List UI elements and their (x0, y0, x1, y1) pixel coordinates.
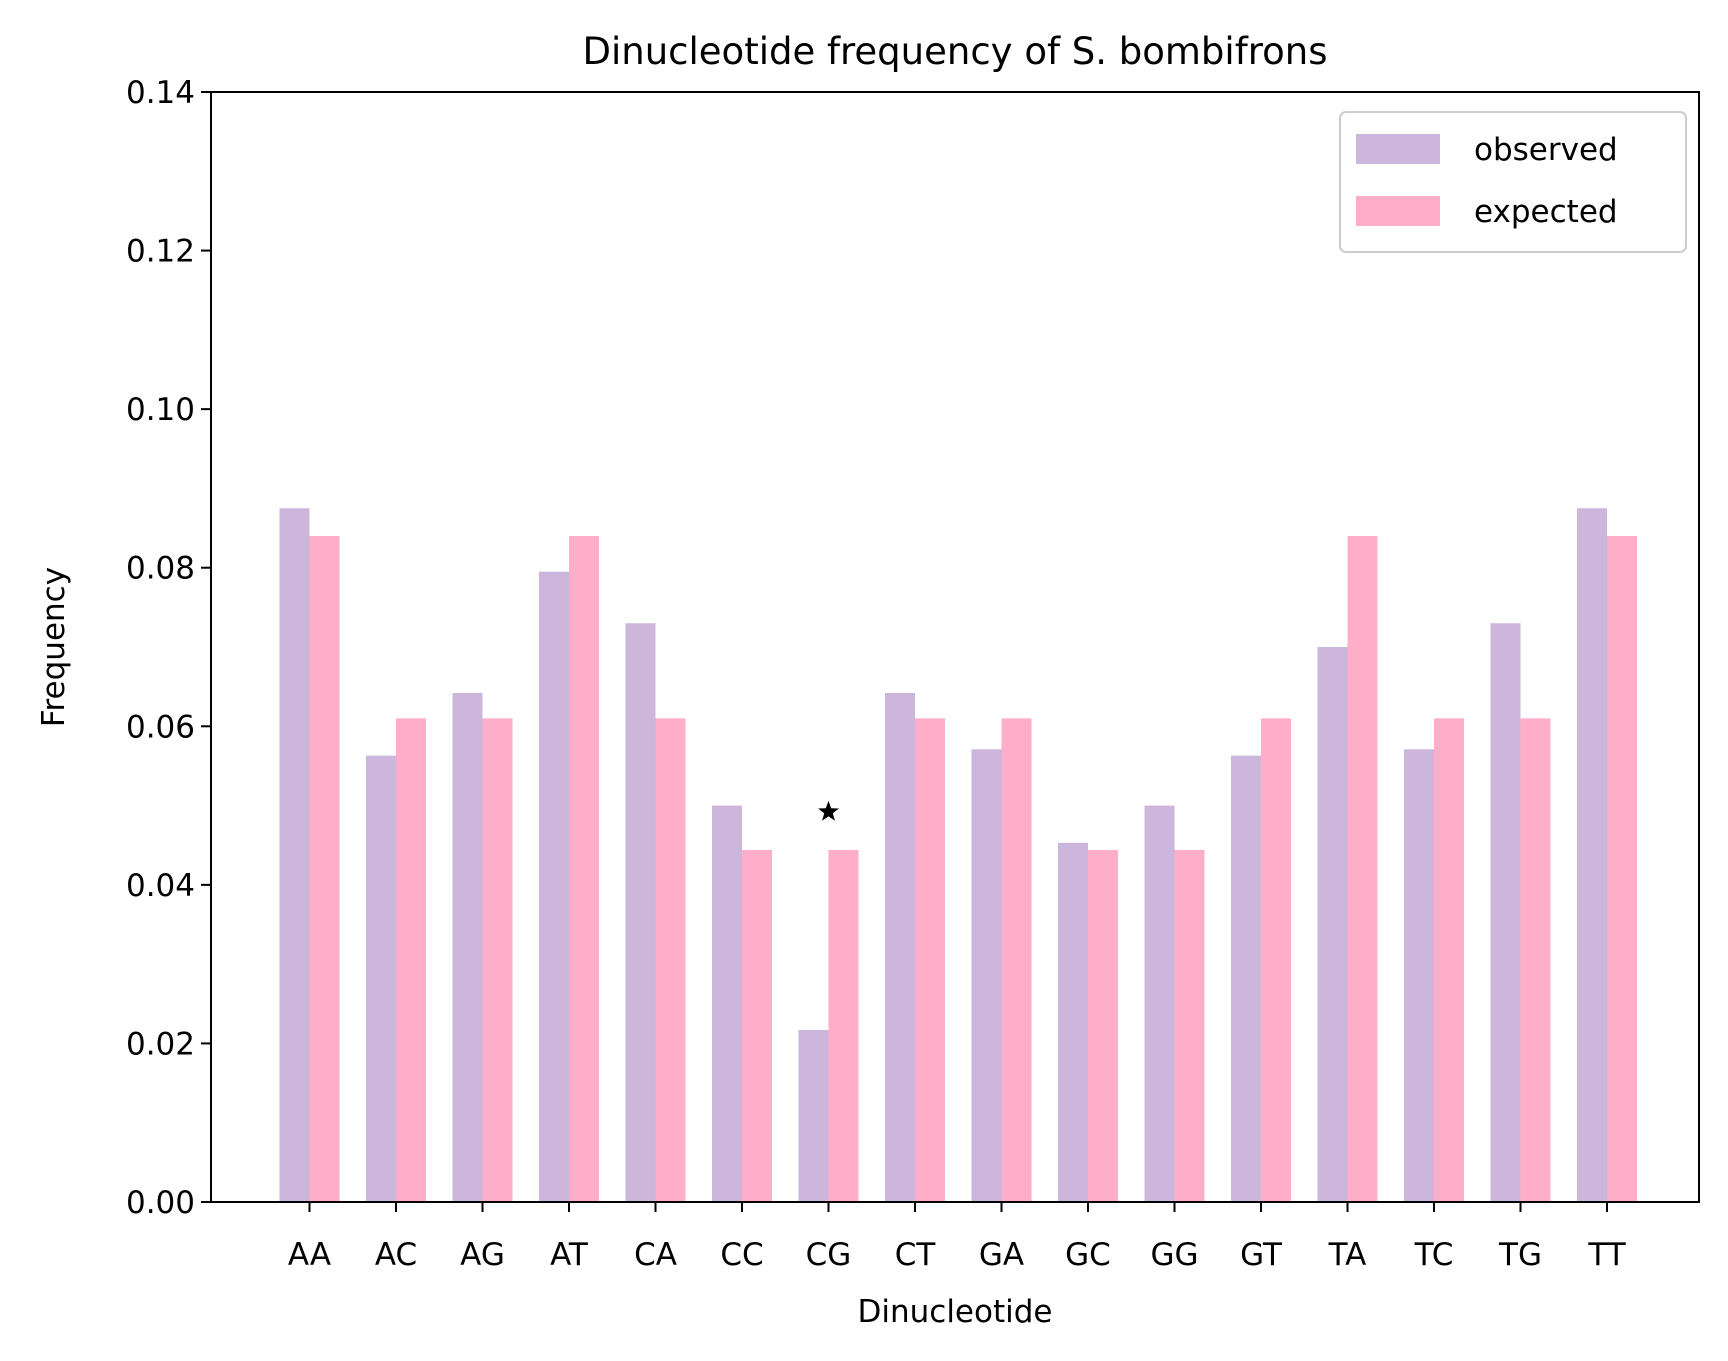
star-marker-cg (818, 800, 839, 821)
x-tick-label: AT (550, 1237, 589, 1273)
bar-observed-ta (1317, 647, 1348, 1202)
bar-observed-ca (625, 623, 656, 1202)
y-axis: 0.00 0.02 0.04 0.06 0.08 0.10 0.12 0.14 (126, 75, 211, 1221)
x-tick-label: GT (1240, 1237, 1283, 1273)
x-tick-label: TG (1498, 1237, 1542, 1273)
x-tick-label: TA (1328, 1237, 1367, 1273)
bar-expected-cg (828, 849, 859, 1202)
bar-observed-tt (1577, 508, 1607, 1202)
bar-expected-aa (309, 536, 340, 1202)
x-tick-label: CC (720, 1237, 763, 1273)
y-axis-label: Frequency (36, 567, 72, 727)
bar-observed-ga (971, 749, 1002, 1202)
legend-swatch-expected (1356, 196, 1440, 226)
x-axis-label: Dinucleotide (858, 1294, 1053, 1330)
bar-expected-tc (1434, 718, 1464, 1202)
y-tick-label: 0.02 (126, 1026, 195, 1062)
chart-title: Dinucleotide frequency of S. bombifrons (583, 30, 1328, 73)
bar-expected-ca (655, 718, 686, 1202)
bar-expected-gg (1174, 849, 1205, 1202)
bar-expected-gc (1088, 849, 1118, 1202)
bar-observed-gc (1058, 842, 1088, 1202)
bar-observed-ac (366, 755, 396, 1202)
x-tick-label: CA (634, 1237, 677, 1273)
x-tick-label: GG (1150, 1237, 1198, 1273)
bar-expected-cc (742, 849, 772, 1202)
bar-observed-ct (885, 692, 915, 1202)
bar-expected-gt (1261, 718, 1291, 1202)
y-tick-label: 0.14 (126, 75, 195, 111)
x-tick-label: GC (1065, 1237, 1111, 1273)
x-tick-label: AC (375, 1237, 417, 1273)
bar-observed-gt (1231, 755, 1261, 1202)
bar-observed-ag (452, 692, 483, 1202)
bar-expected-ag (482, 718, 513, 1202)
bars-group (279, 508, 1637, 1202)
bar-expected-tt (1607, 536, 1637, 1202)
legend-label-observed: observed (1474, 132, 1618, 168)
x-tick-label: CT (895, 1237, 937, 1273)
bar-observed-gg (1144, 805, 1175, 1202)
legend: observed expected (1339, 111, 1687, 253)
x-tick-label: TC (1414, 1237, 1454, 1273)
x-tick-label: GA (979, 1237, 1024, 1273)
x-tick-label: CG (806, 1237, 852, 1273)
bar-expected-tg (1520, 718, 1551, 1202)
y-tick-label: 0.12 (126, 234, 195, 270)
legend-label-expected: expected (1474, 194, 1618, 230)
plot-frame (210, 91, 1700, 1203)
bar-observed-at (539, 571, 569, 1202)
x-tick-label: AG (460, 1237, 505, 1273)
bar-observed-tc (1404, 749, 1434, 1202)
annotations-group (818, 800, 839, 821)
bar-observed-aa (279, 508, 310, 1202)
bar-observed-cc (712, 805, 742, 1202)
bar-expected-ac (396, 718, 426, 1202)
x-tick-label: TT (1587, 1237, 1626, 1273)
bar-expected-at (569, 536, 599, 1202)
y-tick-label: 0.04 (126, 868, 195, 904)
bar-expected-ct (915, 718, 945, 1202)
y-tick-label: 0.00 (126, 1185, 195, 1221)
y-tick-label: 0.08 (126, 551, 195, 587)
y-tick-label: 0.10 (126, 392, 195, 428)
bar-observed-tg (1490, 623, 1521, 1202)
bar-expected-ga (1001, 718, 1032, 1202)
y-tick-label: 0.06 (126, 709, 195, 745)
legend-swatch-observed (1356, 134, 1440, 164)
x-axis: AA AC AG AT CA CC CG CT GA GC GG GT TA TC TG TT (288, 1202, 1627, 1273)
bar-observed-cg (798, 1029, 829, 1202)
bar-expected-ta (1347, 536, 1378, 1202)
x-tick-label: AA (288, 1237, 331, 1273)
